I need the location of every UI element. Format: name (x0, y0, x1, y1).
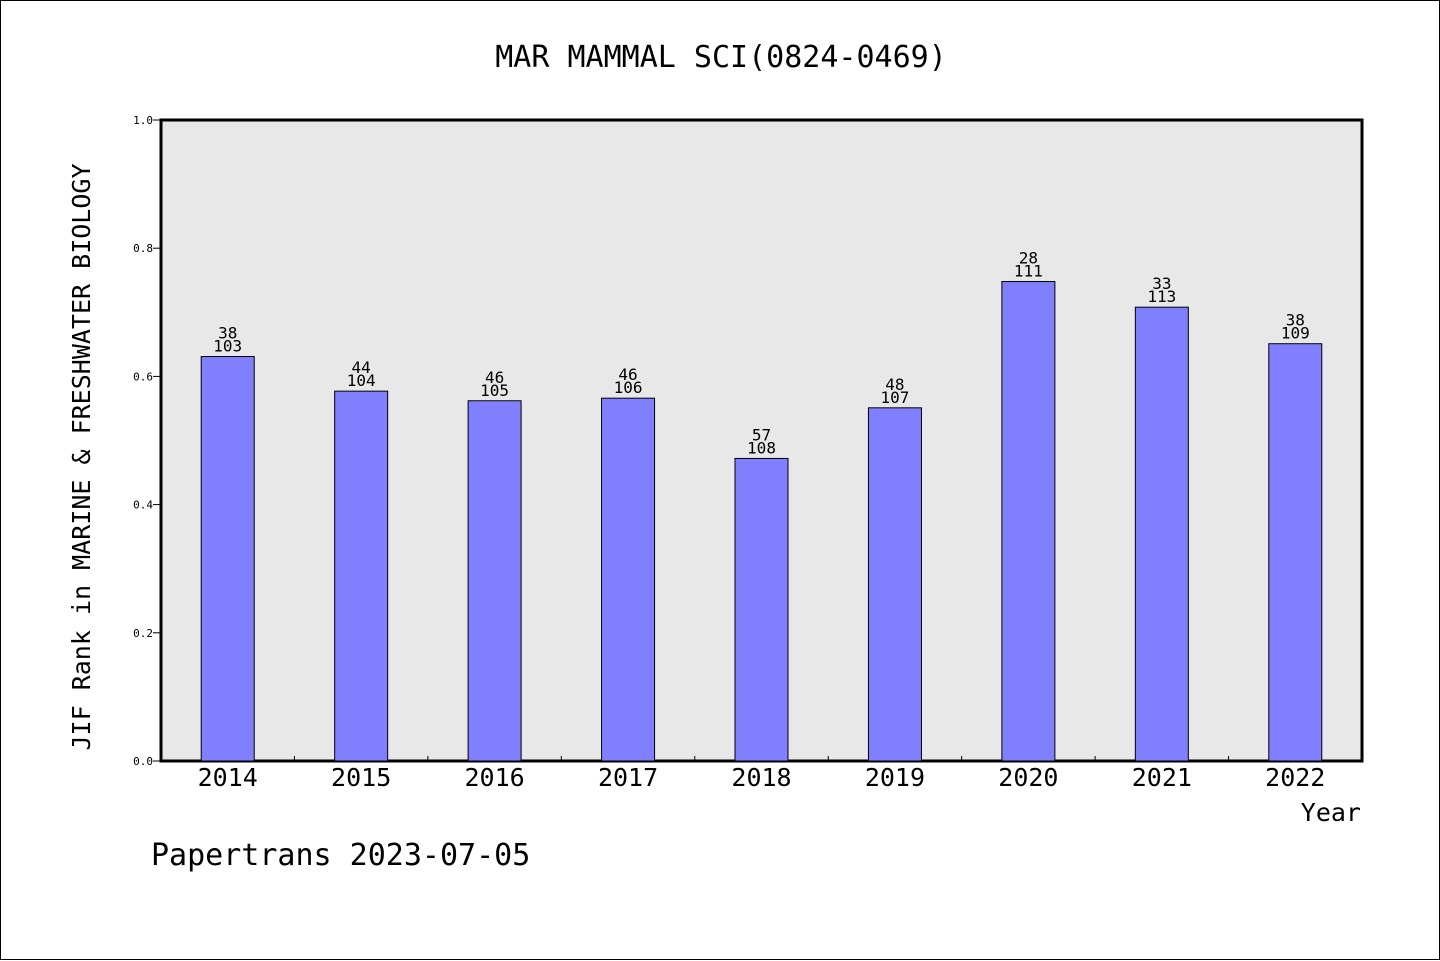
x-tick-label: 2019 (865, 763, 925, 792)
bar (601, 397, 656, 762)
bar (200, 356, 255, 762)
x-tick-label: 2017 (598, 763, 658, 792)
bar (867, 407, 922, 762)
data-label-rank: 28 (1019, 249, 1038, 268)
bar (467, 400, 522, 762)
data-label-rank: 44 (352, 358, 371, 377)
y-axis-label: JIF Rank in MARINE & FRESHWATER BIOLOGY (67, 164, 96, 751)
data-label-rank: 57 (752, 425, 771, 444)
x-tick-label: 2014 (198, 763, 258, 792)
data-label-rank: 33 (1152, 274, 1171, 293)
bar (334, 390, 389, 762)
x-tick-label: 2022 (1265, 763, 1325, 792)
x-tick-label: 2021 (1132, 763, 1192, 792)
data-label-total: 106 (614, 378, 643, 397)
data-label-total: 107 (880, 388, 909, 407)
data-label-total: 103 (213, 337, 242, 356)
y-tick-label: 0.2 (133, 627, 153, 640)
data-label-rank: 38 (218, 324, 237, 343)
data-label-rank: 46 (618, 365, 637, 384)
y-axis: 0.0 0.2 0.4 0.6 0.8 1.0 (133, 114, 161, 768)
y-tick-label: 0.6 (133, 370, 153, 383)
y-tick-label: 0.0 (133, 755, 153, 768)
bar (1001, 281, 1056, 762)
bar (734, 457, 789, 762)
bar (1134, 306, 1189, 762)
chart-title: MAR MAMMAL SCI(0824-0469) (495, 40, 947, 75)
x-tick-label: 2018 (731, 763, 791, 792)
data-label-total: 105 (480, 381, 509, 400)
data-label-total: 111 (1014, 262, 1043, 281)
x-axis: 2014 2015 2016 2017 2018 2019 2020 2021 2022 (198, 756, 1325, 792)
y-tick-label: 0.8 (133, 242, 153, 255)
data-label-rank: 38 (1286, 311, 1305, 330)
y-tick-label: 1.0 (133, 114, 153, 127)
x-tick-label: 2015 (331, 763, 391, 792)
x-tick-label: 2016 (465, 763, 525, 792)
data-label-total: 113 (1147, 287, 1176, 306)
footer-text: Papertrans 2023-07-05 (151, 838, 530, 873)
data-label-total: 108 (747, 438, 776, 457)
data-label-rank: 46 (485, 368, 504, 387)
x-axis-label: Year (1301, 798, 1361, 827)
bar (1268, 343, 1323, 762)
data-label-rank: 48 (885, 375, 904, 394)
x-tick-label: 2020 (998, 763, 1058, 792)
data-label-total: 104 (347, 371, 376, 390)
y-tick-label: 0.4 (133, 499, 153, 512)
data-label-total: 109 (1281, 324, 1310, 343)
